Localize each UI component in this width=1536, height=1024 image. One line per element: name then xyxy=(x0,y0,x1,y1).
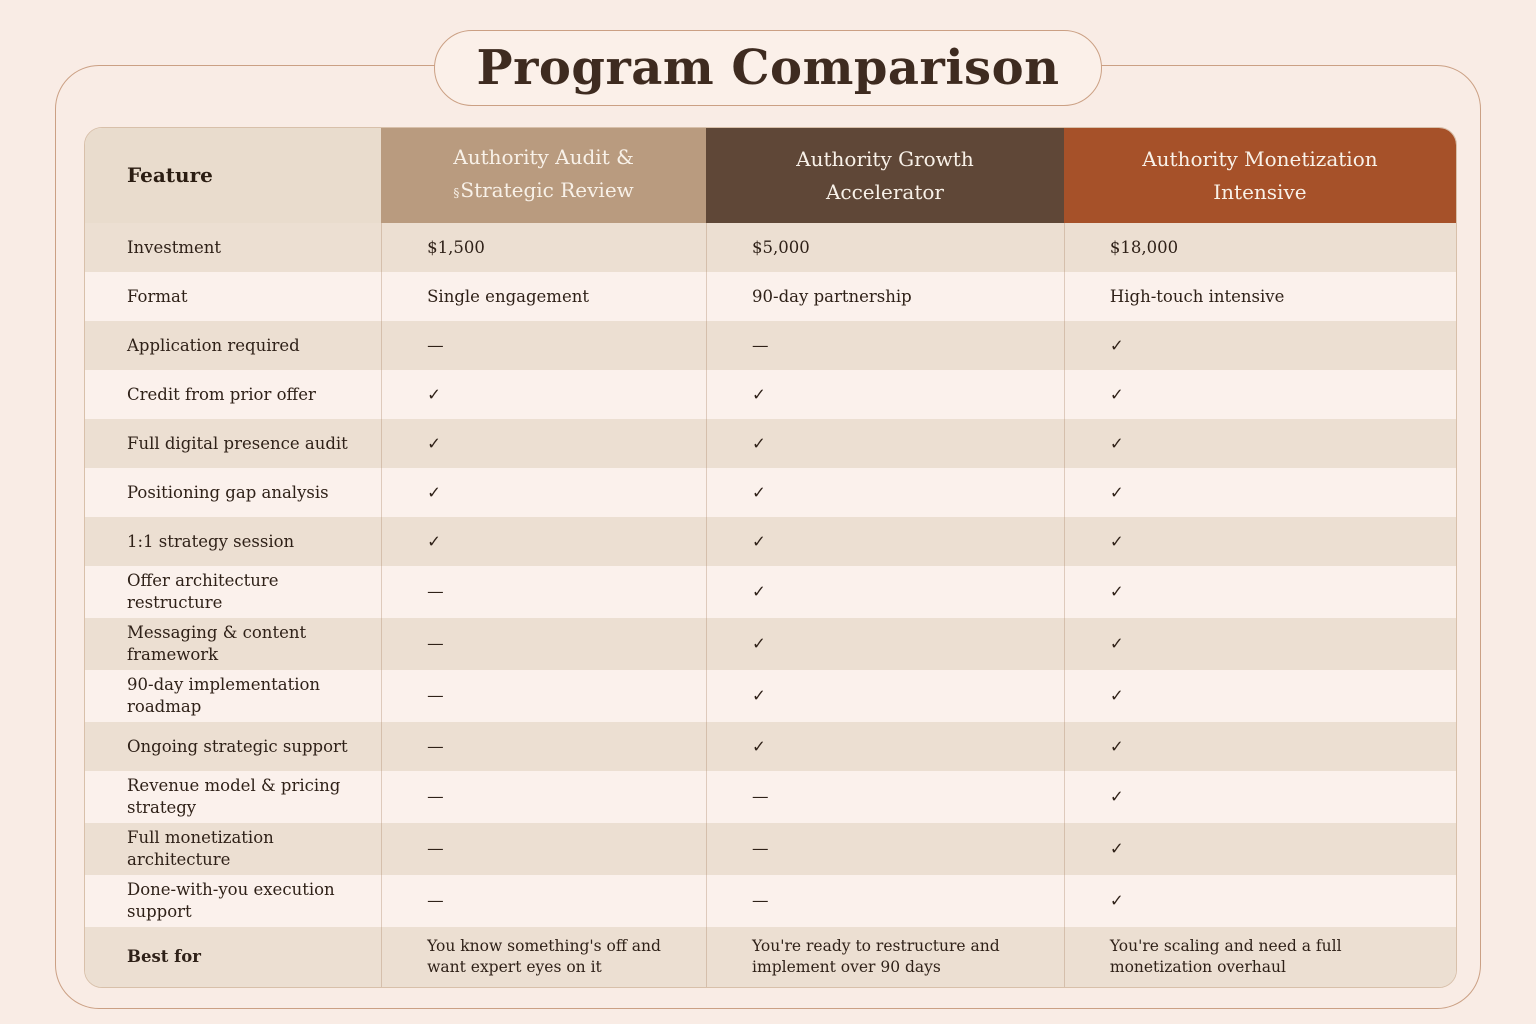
feature-label: Investment xyxy=(127,237,221,257)
growth-value: You're ready to restructure and implemen… xyxy=(706,927,1064,987)
audit-value: Single engagement xyxy=(381,272,706,321)
feature-label: Full monetization architecture xyxy=(127,828,274,869)
audit-value: — xyxy=(381,875,706,927)
feature-label: Credit from prior offer xyxy=(127,384,316,404)
growth-value: ✓ xyxy=(706,670,1064,722)
monetization-value: ✓ xyxy=(1063,823,1456,875)
audit-header-line2: §Strategic Review xyxy=(453,174,633,210)
audit-value: ✓ xyxy=(381,370,706,419)
audit-value: ✓ xyxy=(381,517,706,566)
monetization-header-line2: Intensive xyxy=(1213,179,1307,204)
audit-value: $1,500 xyxy=(381,223,706,272)
table-row-implementation-roadmap: 90-day implementation roadmap — ✓ ✓ xyxy=(85,670,1456,722)
audit-value: — xyxy=(381,670,706,722)
feature-label: Full digital presence audit xyxy=(127,433,348,453)
growth-header-line2: Accelerator xyxy=(825,179,944,204)
monetization-value: ✓ xyxy=(1063,321,1456,370)
feature-label: Done-with-you execution support xyxy=(127,880,335,921)
table-row-investment: Investment $1,500 $5,000 $18,000 xyxy=(85,223,1456,272)
growth-value: — xyxy=(706,771,1064,823)
growth-value: — xyxy=(706,321,1064,370)
program-comparison-table: Feature Authority Audit & §Strategic Rev… xyxy=(84,127,1457,988)
monetization-value: ✓ xyxy=(1063,722,1456,771)
growth-header-line1: Authority Growth xyxy=(796,146,974,171)
table-header-row: Feature Authority Audit & §Strategic Rev… xyxy=(85,128,1456,223)
feature-label: Application required xyxy=(127,335,300,355)
growth-program-header: Authority Growth Accelerator xyxy=(706,128,1064,223)
feature-column-header: Feature xyxy=(85,128,382,223)
feature-label: Ongoing strategic support xyxy=(127,736,348,756)
table-row-monetization-architecture: Full monetization architecture — — ✓ xyxy=(85,823,1456,875)
feature-label: Format xyxy=(127,286,188,306)
feature-label: 1:1 strategy session xyxy=(127,531,295,551)
growth-value: ✓ xyxy=(706,468,1064,517)
monetization-value: ✓ xyxy=(1063,670,1456,722)
table-row-digital-presence-audit: Full digital presence audit ✓ ✓ ✓ xyxy=(85,419,1456,468)
growth-value: ✓ xyxy=(706,566,1064,618)
monetization-value: ✓ xyxy=(1063,468,1456,517)
table-row-messaging-framework: Messaging & content framework — ✓ ✓ xyxy=(85,618,1456,670)
monetization-value: ✓ xyxy=(1063,875,1456,927)
title-pill: Program Comparison xyxy=(434,30,1102,106)
table-row-ongoing-support: Ongoing strategic support — ✓ ✓ xyxy=(85,722,1456,771)
audit-value: — xyxy=(381,566,706,618)
monetization-value: ✓ xyxy=(1063,771,1456,823)
growth-value: ✓ xyxy=(706,370,1064,419)
table-row-execution-support: Done-with-you execution support — — ✓ xyxy=(85,875,1456,927)
audit-value: You know something's off and want expert… xyxy=(381,927,706,987)
growth-value: ✓ xyxy=(706,517,1064,566)
audit-program-header: Authority Audit & §Strategic Review xyxy=(381,128,707,223)
growth-value: ✓ xyxy=(706,618,1064,670)
table-row-format: Format Single engagement 90-day partners… xyxy=(85,272,1456,321)
monetization-value: ✓ xyxy=(1063,370,1456,419)
audit-value: — xyxy=(381,771,706,823)
audit-value: ✓ xyxy=(381,419,706,468)
table-row-best-for: Best for You know something's off and wa… xyxy=(85,927,1456,987)
table-row-credit-prior-offer: Credit from prior offer ✓ ✓ ✓ xyxy=(85,370,1456,419)
growth-value: ✓ xyxy=(706,722,1064,771)
audit-header-line2-text: Strategic Review xyxy=(460,178,634,202)
monetization-header-line1: Authority Monetization xyxy=(1142,146,1378,171)
feature-label: Messaging & content framework xyxy=(127,623,307,664)
growth-value: 90-day partnership xyxy=(706,272,1064,321)
growth-value: — xyxy=(706,823,1064,875)
monetization-value: You're scaling and need a full monetizat… xyxy=(1063,927,1456,987)
audit-header-line1: Authority Audit & xyxy=(453,145,634,169)
feature-label: Revenue model & pricing strategy xyxy=(127,776,341,817)
page-title: Program Comparison xyxy=(476,40,1060,96)
audit-value: — xyxy=(381,618,706,670)
table-row-revenue-pricing: Revenue model & pricing strategy — — ✓ xyxy=(85,771,1456,823)
table-row-offer-architecture: Offer architecture restructure — ✓ ✓ xyxy=(85,566,1456,618)
feature-label: Offer architecture restructure xyxy=(127,571,279,612)
growth-value: — xyxy=(706,875,1064,927)
table-row-application-required: Application required — — ✓ xyxy=(85,321,1456,370)
feature-label: Best for xyxy=(127,947,201,966)
monetization-value: ✓ xyxy=(1063,517,1456,566)
monetization-program-header: Authority Monetization Intensive xyxy=(1063,128,1456,223)
section-glyph: § xyxy=(453,186,460,200)
table-row-strategy-session: 1:1 strategy session ✓ ✓ ✓ xyxy=(85,517,1456,566)
audit-value: — xyxy=(381,722,706,771)
audit-value: ✓ xyxy=(381,468,706,517)
audit-value: — xyxy=(381,321,706,370)
growth-value: ✓ xyxy=(706,419,1064,468)
growth-value: $5,000 xyxy=(706,223,1064,272)
monetization-value: High-touch intensive xyxy=(1063,272,1456,321)
monetization-value: $18,000 xyxy=(1063,223,1456,272)
feature-label: 90-day implementation roadmap xyxy=(127,675,321,716)
table-row-positioning-gap: Positioning gap analysis ✓ ✓ ✓ xyxy=(85,468,1456,517)
monetization-value: ✓ xyxy=(1063,419,1456,468)
monetization-value: ✓ xyxy=(1063,566,1456,618)
feature-label: Positioning gap analysis xyxy=(127,482,329,502)
audit-value: — xyxy=(381,823,706,875)
monetization-value: ✓ xyxy=(1063,618,1456,670)
